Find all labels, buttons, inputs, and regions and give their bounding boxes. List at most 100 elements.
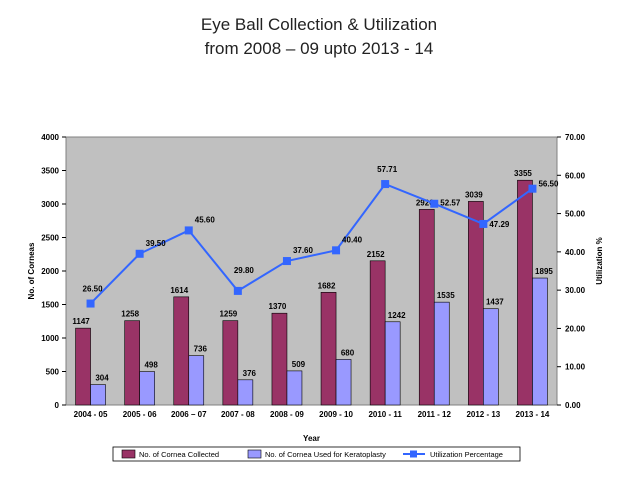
bar-cornea-collected — [320, 292, 337, 406]
utilization-marker — [135, 249, 144, 258]
bar-cornea-used — [335, 359, 352, 406]
utilization-data-label: 39.50 — [146, 239, 167, 248]
legend-swatch-collected — [121, 449, 136, 459]
legend-box — [112, 446, 521, 462]
utilization-data-label: 40.40 — [342, 235, 363, 244]
utilization-marker — [332, 246, 341, 255]
x-tick-label: 2013 - 14 — [516, 410, 550, 419]
y-tick-label: 3500 — [41, 167, 59, 176]
x-tick-label: 2010 - 11 — [368, 410, 402, 419]
utilization-data-label: 57.71 — [377, 165, 398, 174]
bar-cornea-used — [237, 379, 254, 406]
y-tick-label: 1000 — [41, 334, 59, 343]
bar-cornea-collected — [222, 320, 239, 406]
x-tick-label: 2004 - 05 — [74, 410, 108, 419]
utilization-marker — [233, 286, 242, 295]
y2-tick-label: 60.00 — [565, 171, 586, 180]
bar-collected-data-label: 2920 — [416, 198, 434, 207]
bar-cornea-used — [483, 308, 499, 406]
y-tick-label: 0 — [55, 401, 60, 410]
x-tick-label: 2012 - 13 — [466, 410, 500, 419]
utilization-data-label: 45.60 — [195, 215, 216, 224]
bar-used-data-label: 498 — [144, 361, 158, 370]
y-tick-label: 1500 — [41, 301, 59, 310]
chart-title-line-2: from 2008 – 09 upto 2013 - 14 — [204, 39, 434, 58]
x-tick-label: 2006 – 07 — [171, 410, 207, 419]
bar-used-data-label: 376 — [243, 369, 257, 378]
utilization-marker — [381, 180, 390, 189]
y2-tick-label: 20.00 — [565, 324, 586, 333]
utilization-data-label: 47.29 — [489, 220, 510, 229]
bar-used-data-label: 1895 — [535, 267, 553, 276]
y2-tick-label: 30.00 — [565, 286, 586, 295]
utilization-data-label: 37.60 — [293, 246, 314, 255]
bar-collected-data-label: 1258 — [121, 310, 139, 319]
bar-cornea-collected — [517, 179, 533, 406]
utilization-marker — [86, 299, 95, 308]
bar-used-data-label: 736 — [194, 345, 208, 354]
bar-collected-data-label: 1147 — [72, 317, 90, 326]
bar-cornea-used — [90, 384, 106, 406]
y-tick-label: 2500 — [41, 234, 59, 243]
x-axis-title: Year — [303, 434, 320, 443]
bar-cornea-collected — [124, 320, 140, 406]
y-axis-title: No. of Corneas — [27, 242, 36, 299]
y-tick-label: 500 — [46, 368, 60, 377]
bar-used-data-label: 680 — [341, 348, 355, 357]
y-tick-label: 2000 — [41, 267, 59, 276]
x-tick-label: 2009 - 10 — [319, 410, 353, 419]
bar-cornea-collected — [418, 209, 435, 406]
utilization-marker — [479, 219, 488, 228]
bar-cornea-used — [188, 355, 205, 406]
y2-tick-label: 40.00 — [565, 248, 586, 257]
utilization-data-label: 26.50 — [83, 285, 104, 294]
utilization-marker — [528, 184, 537, 193]
bar-cornea-used — [139, 371, 155, 406]
bar-cornea-collected — [468, 201, 484, 406]
bar-collected-data-label: 1259 — [219, 310, 237, 319]
bar-collected-data-label: 3039 — [465, 190, 483, 199]
x-tick-label: 2008 - 09 — [270, 410, 304, 419]
y2-tick-label: 70.00 — [565, 133, 586, 142]
bar-cornea-used — [532, 277, 548, 406]
bar-cornea-used — [286, 370, 303, 406]
bar-used-data-label: 304 — [95, 374, 109, 383]
bar-cornea-collected — [369, 260, 386, 406]
bar-used-data-label: 1437 — [486, 298, 504, 307]
x-tick-label: 2011 - 12 — [418, 410, 452, 419]
bar-collected-data-label: 1682 — [318, 281, 336, 290]
utilization-line — [89, 182, 534, 305]
y2-axis-title: Utilization % — [595, 237, 604, 285]
chart-title-line-1: Eye Ball Collection & Utilization — [200, 15, 438, 34]
bar-collected-data-label: 1614 — [170, 286, 188, 295]
x-tick-label: 2005 - 06 — [123, 410, 157, 419]
x-tick-label: 2007 - 08 — [221, 410, 255, 419]
legend-marker-utilization — [410, 450, 417, 458]
legend-swatch-used — [247, 449, 262, 459]
bar-cornea-collected — [173, 296, 190, 406]
bar-cornea-used — [384, 321, 401, 406]
y2-tick-label: 10.00 — [565, 363, 586, 372]
utilization-marker — [282, 257, 291, 266]
bar-used-data-label: 1242 — [388, 311, 406, 320]
bar-cornea-collected — [75, 327, 91, 406]
legend-label-collected: No. of Cornea Collected — [139, 450, 219, 459]
bar-cornea-collected — [271, 312, 288, 406]
utilization-data-label: 52.57 — [440, 199, 461, 208]
bar-collected-data-label: 1370 — [269, 302, 287, 311]
bar-used-data-label: 1535 — [437, 291, 455, 300]
utilization-marker — [184, 226, 193, 235]
y2-tick-label: 50.00 — [565, 210, 586, 219]
utilization-marker — [430, 199, 439, 208]
bar-used-data-label: 509 — [292, 360, 306, 369]
bar-cornea-used — [433, 301, 450, 406]
legend-label-used: No. of Cornea Used for Keratoplasty — [265, 450, 386, 459]
utilization-data-label: 56.50 — [538, 180, 559, 189]
legend-label-utilization: Utilization Percentage — [430, 450, 503, 459]
bar-collected-data-label: 2152 — [367, 250, 385, 259]
y2-tick-label: 0.00 — [565, 401, 581, 410]
y-tick-label: 3000 — [41, 200, 59, 209]
y-tick-label: 4000 — [41, 133, 59, 142]
bar-collected-data-label: 3355 — [514, 169, 532, 178]
